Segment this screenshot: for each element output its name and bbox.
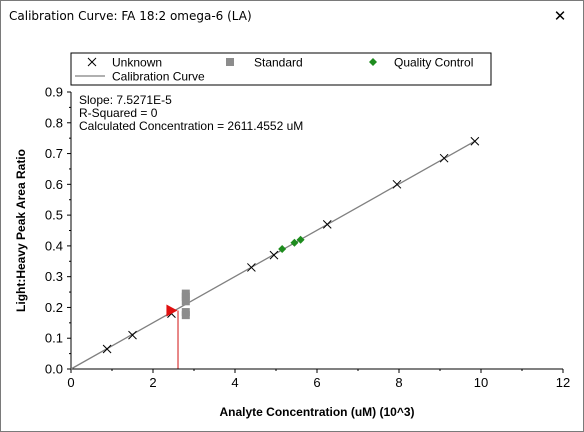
y-tick-label: 0.8 xyxy=(45,115,63,130)
r-squared-text: R-Squared = 0 xyxy=(79,106,158,120)
standard-point xyxy=(181,308,190,317)
y-tick-label: 0.1 xyxy=(45,331,63,346)
standard-point xyxy=(181,297,190,306)
y-tick-label: 0.3 xyxy=(45,269,63,284)
x-axis-label: Analyte Concentration (uM) (10^3) xyxy=(219,405,414,419)
x-tick-label: 4 xyxy=(231,375,238,390)
unknown-point xyxy=(470,136,480,146)
calibration-chart: 0 2 4 6 8 10 12 0.0 0.1 0.2 0.3 0.4 0.5 0.6 0.7 0.8 0.9… xyxy=(14,52,570,419)
y-tick-label: 0.4 xyxy=(45,238,63,253)
x-tick-label: 6 xyxy=(313,375,320,390)
y-tick-label: 0.5 xyxy=(45,208,63,223)
y-tick-label: 0.0 xyxy=(45,362,63,377)
unknown-point-stroke xyxy=(322,219,332,229)
unknown-point-stroke xyxy=(247,263,256,272)
legend-standard-label: Standard xyxy=(254,56,303,70)
y-tick-label: 0.7 xyxy=(45,146,63,161)
x-tick-label: 10 xyxy=(474,375,488,390)
calibration-curve-line xyxy=(70,140,476,370)
legend-unknown-icon xyxy=(87,57,97,67)
data-points xyxy=(102,136,480,354)
slope-text: Slope: 7.5271E-5 xyxy=(79,93,172,107)
qc-point xyxy=(278,244,287,253)
unknown-point xyxy=(102,344,112,354)
unknown-point xyxy=(128,330,137,340)
window-title: Calibration Curve: FA 18:2 omega-6 (LA) xyxy=(9,9,252,23)
y-tick-label: 0.2 xyxy=(45,300,63,315)
unknown-point-stroke xyxy=(102,344,112,354)
legend-box xyxy=(70,52,492,86)
unknown-point-stroke xyxy=(269,250,279,260)
selected-point-marker xyxy=(166,304,178,317)
qc-point xyxy=(296,235,305,244)
x-tick-label: 0 xyxy=(67,375,74,390)
legend-qc-label: Quality Control xyxy=(394,56,473,70)
y-tick-label: 0.6 xyxy=(45,177,63,192)
unknown-point-stroke xyxy=(439,153,449,163)
x-tick-label: 2 xyxy=(149,375,156,390)
x-tick-label: 8 xyxy=(395,375,402,390)
legend: Unknown Standard Quality Control Calibra… xyxy=(70,52,492,86)
unknown-point xyxy=(439,153,449,163)
unknown-point xyxy=(322,219,332,229)
unknown-point xyxy=(392,179,402,189)
unknown-point-stroke xyxy=(470,136,480,146)
calculated-concentration-text: Calculated Concentration = 2611.4552 uM xyxy=(79,119,303,133)
standard-point xyxy=(181,289,190,298)
stats-box: Slope: 7.5271E-5 R-Squared = 0 Calculate… xyxy=(79,93,303,133)
legend-standard-icon xyxy=(226,58,234,66)
qc-point xyxy=(290,238,299,247)
legend-unknown-label: Unknown xyxy=(112,56,162,70)
y-tick-label: 0.9 xyxy=(45,85,63,100)
y-axis-ticks: 0.0 0.1 0.2 0.3 0.4 0.5 0.6 0.7 0.8 0.9 xyxy=(45,85,71,377)
close-button[interactable]: ✕ xyxy=(553,7,567,25)
x-tick-label: 12 xyxy=(556,375,570,390)
unknown-point-stroke xyxy=(128,330,137,340)
legend-curve-label: Calibration Curve xyxy=(112,70,205,84)
unknown-point xyxy=(247,263,256,272)
title-bar: Calibration Curve: FA 18:2 omega-6 (LA) … xyxy=(1,1,583,31)
unknown-point xyxy=(269,250,279,260)
y-axis-label: Light:Heavy Peak Area Ratio xyxy=(14,149,28,312)
x-axis-ticks: 0 2 4 6 8 10 12 xyxy=(67,369,570,390)
legend-qc-icon xyxy=(369,58,377,66)
unknown-point-stroke xyxy=(392,179,402,189)
